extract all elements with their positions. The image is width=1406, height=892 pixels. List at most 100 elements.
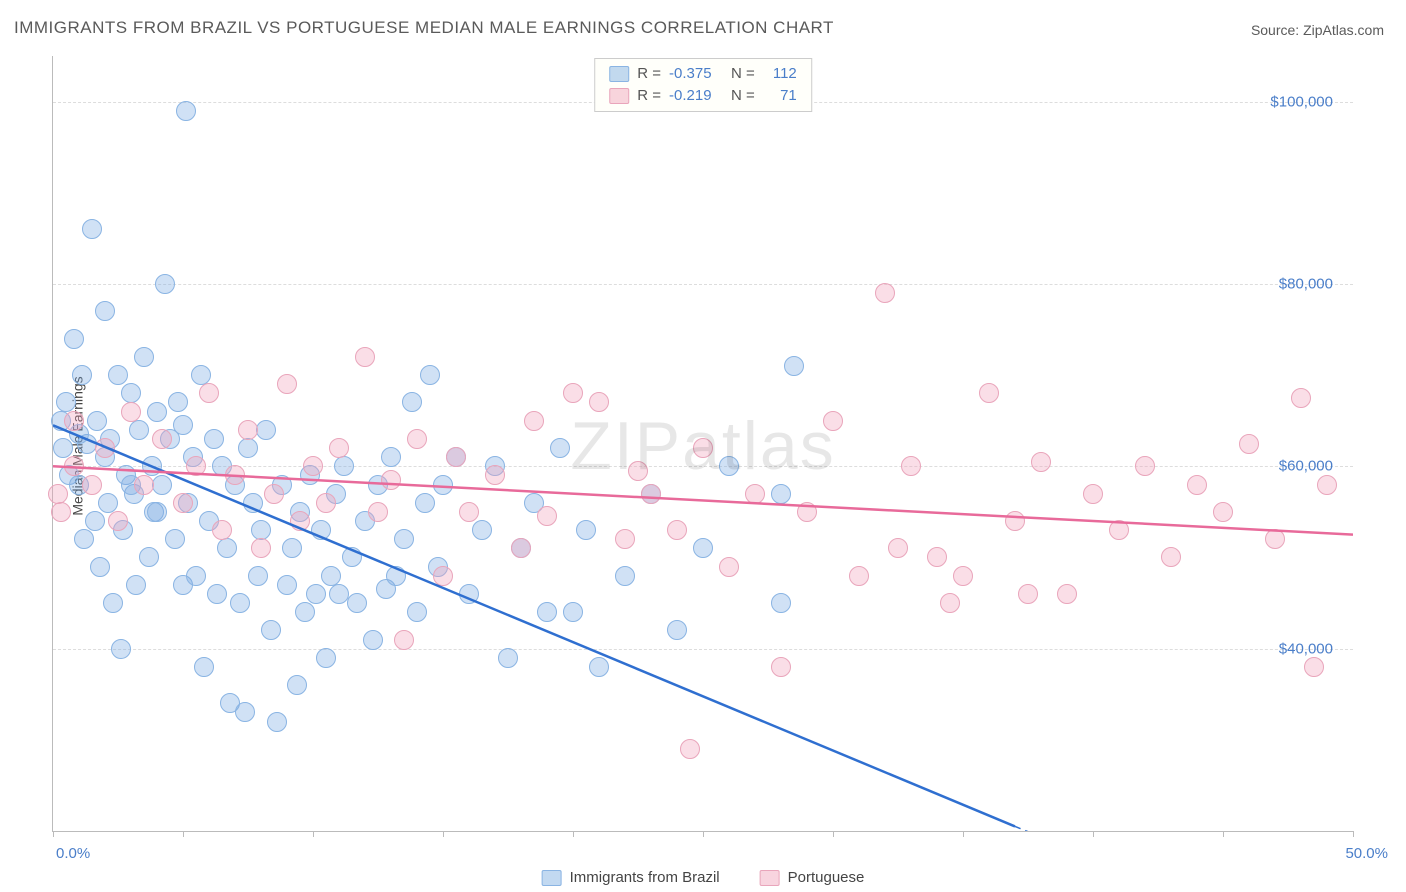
data-point [386,566,406,586]
data-point [1083,484,1103,504]
data-point [251,538,271,558]
data-point [563,602,583,622]
data-point [155,274,175,294]
data-point [90,557,110,577]
gridline [53,466,1353,467]
data-point [524,411,544,431]
data-point [321,566,341,586]
data-point [888,538,908,558]
data-point [459,584,479,604]
data-point [303,456,323,476]
data-point [103,593,123,613]
data-point [1213,502,1233,522]
data-point [589,657,609,677]
data-point [1291,388,1311,408]
data-point [1031,452,1051,472]
x-tick [1353,831,1354,837]
data-point [277,374,297,394]
data-point [267,712,287,732]
data-point [368,502,388,522]
data-point [329,438,349,458]
data-point [407,429,427,449]
data-point [142,456,162,476]
data-point [329,584,349,604]
data-point [225,465,245,485]
data-point [771,593,791,613]
plot-area: $40,000$60,000$80,000$100,000 [52,56,1353,832]
legend-series-item: Portuguese [760,869,865,886]
data-point [1317,475,1337,495]
data-point [74,529,94,549]
data-point [82,475,102,495]
data-point [243,493,263,513]
data-point [82,219,102,239]
data-point [173,415,193,435]
data-point [238,420,258,440]
data-point [1161,547,1181,567]
y-tick-label: $40,000 [1279,640,1333,657]
data-point [51,502,71,522]
data-point [53,438,73,458]
data-point [719,456,739,476]
legend-swatch [609,66,629,82]
data-point [446,447,466,467]
y-tick-label: $100,000 [1270,93,1333,110]
data-point [311,520,331,540]
data-point [615,566,635,586]
data-point [498,648,518,668]
x-tick [1093,831,1094,837]
y-tick-label: $60,000 [1279,458,1333,475]
x-tick [1223,831,1224,837]
data-point [394,630,414,650]
data-point [186,456,206,476]
x-axis-min-label: 0.0% [56,845,90,862]
data-point [168,392,188,412]
x-tick [963,831,964,837]
legend-N-value: 71 [763,85,797,107]
data-point [797,502,817,522]
data-point [953,566,973,586]
data-point [1135,456,1155,476]
x-tick [313,831,314,837]
data-point [147,502,167,522]
data-point [485,465,505,485]
data-point [693,438,713,458]
data-point [1005,511,1025,531]
data-point [48,484,68,504]
data-point [56,392,76,412]
legend-stats-row: R =-0.219N = 71 [609,85,797,107]
data-point [277,575,297,595]
data-point [1018,584,1038,604]
data-point [381,470,401,490]
x-axis-max-label: 50.0% [1345,845,1388,862]
legend-series-label: Portuguese [788,869,865,886]
legend-N-value: 112 [763,63,797,85]
data-point [1239,434,1259,454]
data-point [402,392,422,412]
data-point [121,383,141,403]
legend-swatch [609,88,629,104]
data-point [1057,584,1077,604]
data-point [1187,475,1207,495]
x-tick [53,831,54,837]
data-point [248,566,268,586]
legend-R-label: R = [637,63,661,85]
legend-R-value: -0.375 [669,63,723,85]
data-point [381,447,401,467]
data-point [176,101,196,121]
legend-series: Immigrants from Brazil Portuguese [542,869,865,886]
data-point [550,438,570,458]
data-point [316,493,336,513]
x-tick [443,831,444,837]
data-point [823,411,843,431]
data-point [194,657,214,677]
data-point [134,475,154,495]
data-point [85,511,105,531]
data-point [204,429,224,449]
data-point [875,283,895,303]
data-point [147,402,167,422]
legend-N-label: N = [731,63,755,85]
data-point [563,383,583,403]
legend-series-item: Immigrants from Brazil [542,869,720,886]
data-point [108,365,128,385]
